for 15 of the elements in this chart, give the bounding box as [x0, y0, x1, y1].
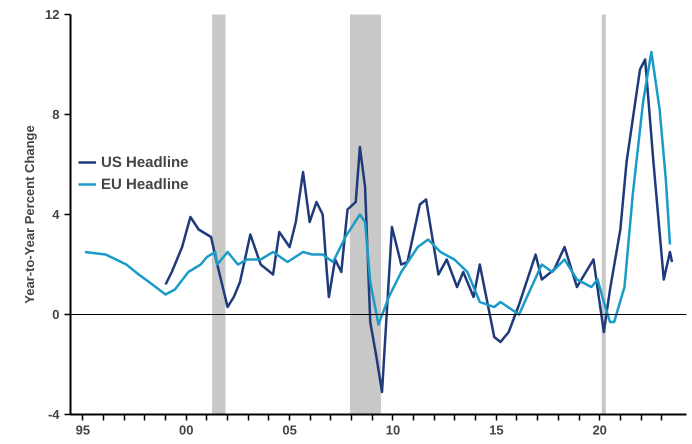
y-tick-label: 4 — [52, 207, 60, 222]
x-tick-label: 00 — [179, 422, 194, 438]
x-tick-label: 20 — [592, 422, 607, 438]
line-series — [84, 50, 672, 326]
y-tick-label: 12 — [45, 7, 60, 22]
legend-label: US Headline — [101, 154, 189, 170]
y-tick-label: 0 — [52, 307, 60, 322]
legend-label: EU Headline — [101, 176, 189, 192]
x-tick-label: 15 — [489, 422, 504, 438]
x-tick-label: 95 — [76, 422, 90, 438]
y-tick-label: 8 — [52, 107, 60, 122]
y-axis-title: Year-to-Year Percent Change — [22, 125, 38, 304]
x-tick-label: 10 — [386, 422, 400, 438]
x-tick-label: 05 — [282, 422, 297, 438]
y-tick-label: -4 — [48, 407, 60, 422]
